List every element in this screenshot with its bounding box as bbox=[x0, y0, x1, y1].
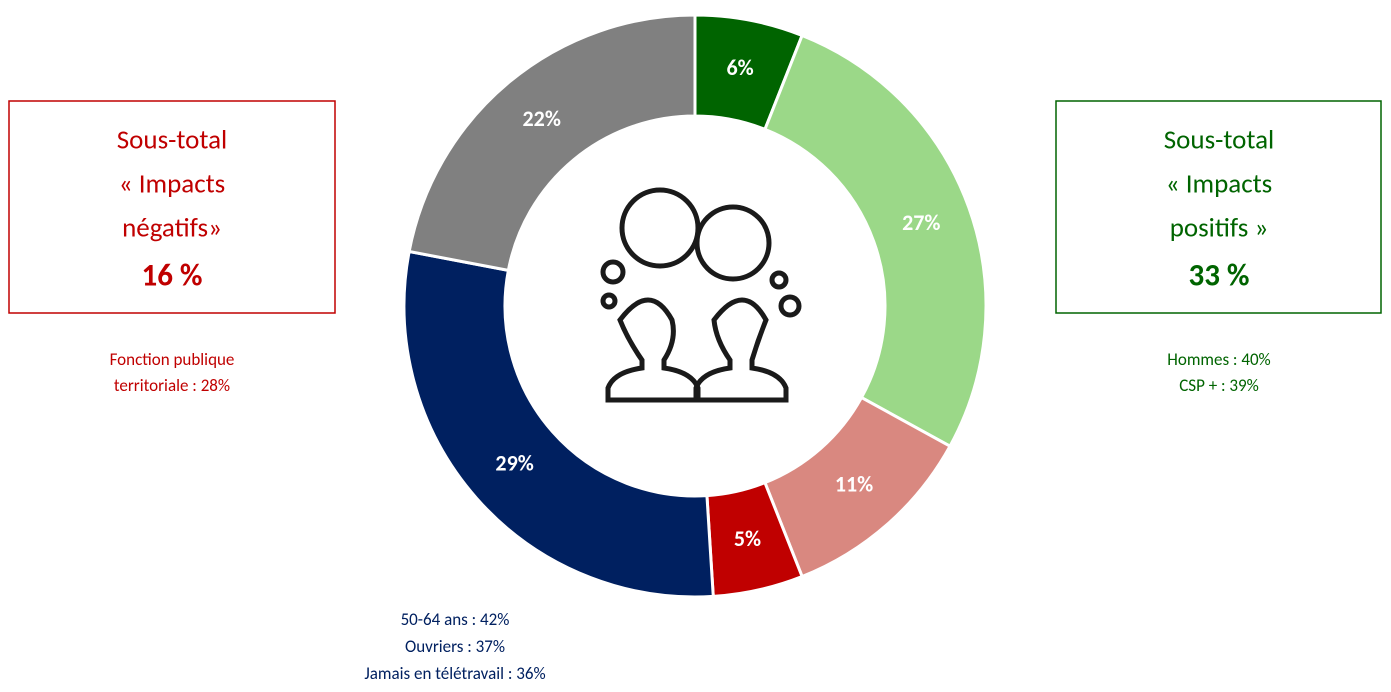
negative-box bbox=[8, 100, 336, 314]
subtotal: 16 % bbox=[141, 257, 202, 295]
donut-segment bbox=[402, 249, 715, 599]
note: Jamais en télétravail : 36% bbox=[364, 663, 545, 684]
box-line: négatifs» bbox=[122, 211, 222, 244]
subtotal: 33 % bbox=[1188, 257, 1249, 295]
segment-label: 6% bbox=[726, 54, 753, 81]
segment-label: 22% bbox=[523, 105, 561, 132]
note: territoriale : 28% bbox=[114, 375, 230, 396]
segment-label: 11% bbox=[835, 471, 873, 498]
note: Hommes : 40% bbox=[1167, 349, 1270, 370]
center-icon bbox=[600, 187, 802, 403]
note: Ouvriers : 37% bbox=[405, 636, 505, 657]
box-line: « Impacts bbox=[119, 167, 225, 200]
positive-box bbox=[1055, 100, 1382, 314]
box-line: positifs » bbox=[1170, 211, 1269, 244]
box-line: Sous-total bbox=[1164, 123, 1275, 156]
note: 50-64 ans : 42% bbox=[401, 609, 510, 630]
box-line: « Impacts bbox=[1166, 167, 1272, 200]
donut-segment bbox=[762, 33, 988, 449]
segment-label: 5% bbox=[734, 525, 761, 552]
donut-segment bbox=[407, 13, 697, 273]
note: CSP + : 39% bbox=[1179, 375, 1259, 396]
box-line: Sous-total bbox=[117, 123, 228, 156]
segment-label: 27% bbox=[902, 209, 940, 236]
note: Fonction publique bbox=[110, 349, 235, 370]
segment-label: 29% bbox=[495, 449, 533, 476]
